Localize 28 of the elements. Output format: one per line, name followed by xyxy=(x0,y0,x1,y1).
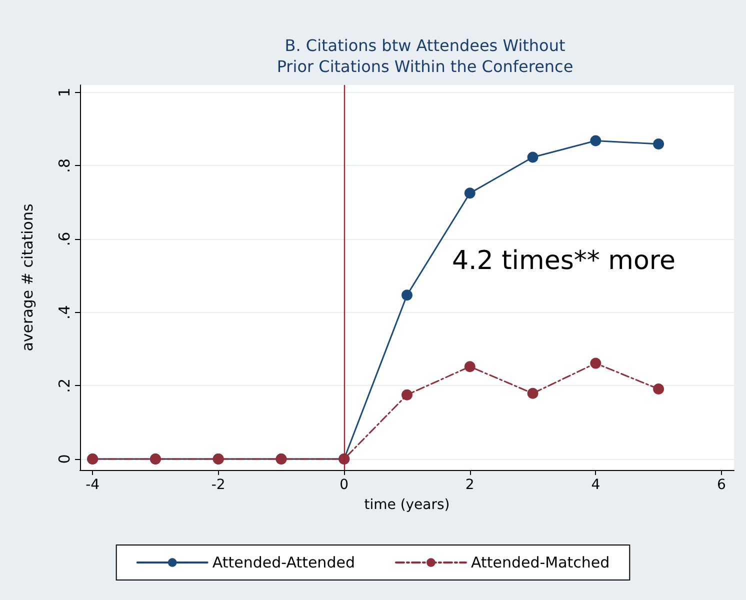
annotation: 4.2 times** more xyxy=(452,246,676,276)
point xyxy=(653,383,664,394)
y-tick-label: 1 xyxy=(56,88,74,98)
y-tick-label: .4 xyxy=(56,305,74,320)
point xyxy=(590,135,602,146)
y-axis-title: average # citations xyxy=(18,204,36,352)
y-tick-label: .8 xyxy=(56,158,74,173)
point xyxy=(402,389,412,400)
x-tick-label: 4 xyxy=(591,477,600,493)
x-tick-label: 2 xyxy=(465,477,474,493)
x-tick-label: -4 xyxy=(86,477,100,493)
point xyxy=(464,188,476,199)
x-tick-label: 6 xyxy=(716,477,726,493)
point xyxy=(464,361,476,372)
y-tick-label: 0 xyxy=(56,454,74,464)
point xyxy=(590,358,602,369)
point xyxy=(402,290,412,301)
x-axis-title: time (years) xyxy=(364,497,450,513)
x-tick-label: 0 xyxy=(340,477,349,493)
legend-label: Attended-Matched xyxy=(470,554,610,572)
point xyxy=(653,138,664,150)
point xyxy=(527,152,538,163)
x-tick-label: -2 xyxy=(211,477,226,493)
y-tick-label: .6 xyxy=(56,232,74,246)
legend-label: Attended-Attended xyxy=(212,554,355,572)
y-tick-label: .2 xyxy=(56,378,74,393)
chart-title: B. Citations btw Attendees Without Prior Citations Within the Conference xyxy=(276,36,574,76)
point xyxy=(527,388,538,399)
